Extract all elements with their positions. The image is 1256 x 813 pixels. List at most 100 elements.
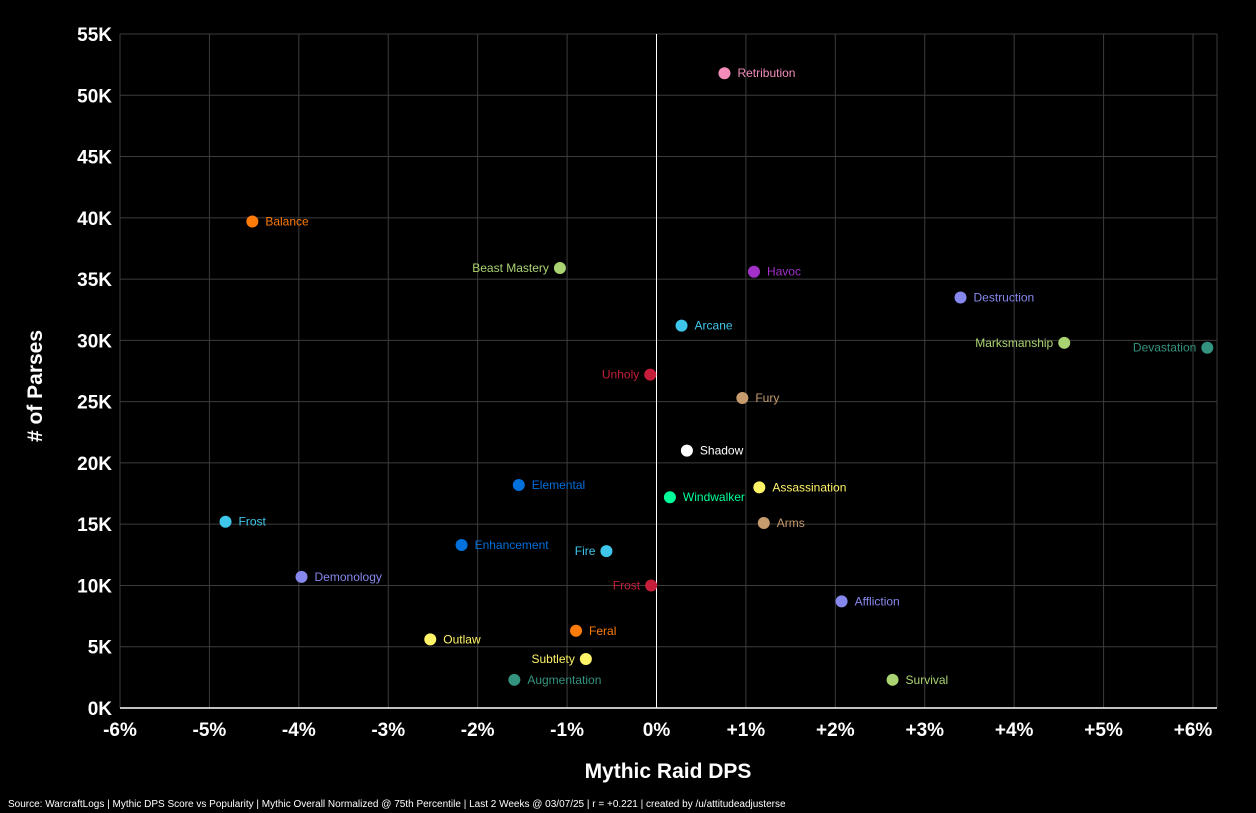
data-point: Windwalker — [663, 490, 745, 504]
data-point: Fire — [575, 544, 613, 558]
y-axis-title: # of Parses — [24, 330, 47, 442]
point-label: Destruction — [974, 290, 1035, 304]
point-marker — [1058, 336, 1071, 349]
data-point: Arcane — [675, 319, 733, 333]
data-point: Elemental — [512, 478, 585, 492]
point-label: Assassination — [772, 480, 846, 494]
y-tick-label: 45K — [77, 148, 112, 169]
point-marker — [757, 516, 770, 529]
point-marker — [753, 481, 766, 494]
point-label: Augmentation — [527, 673, 601, 687]
source-note: Source: WarcraftLogs | Mythic DPS Score … — [8, 799, 786, 810]
point-label: Outlaw — [443, 632, 481, 646]
point-marker — [455, 539, 468, 552]
point-marker — [570, 624, 583, 637]
y-tick-label: 0K — [88, 699, 113, 720]
point-marker — [736, 391, 749, 404]
x-tick-label: -4% — [282, 720, 316, 741]
point-marker — [954, 291, 967, 304]
point-marker — [1201, 341, 1214, 354]
data-point: Outlaw — [424, 632, 481, 646]
data-point: Fury — [736, 391, 779, 405]
x-tick-label: +1% — [727, 720, 766, 741]
x-axis-ticks: -6% -5% -4% -3% -2% -1% 0% +1% +2% +3% +4% +5% +6% — [103, 720, 1212, 741]
point-marker — [295, 570, 308, 583]
point-marker — [579, 652, 592, 665]
point-marker — [663, 491, 676, 504]
data-point: Subtlety — [532, 652, 592, 666]
x-tick-label: -5% — [193, 720, 227, 741]
point-marker — [675, 319, 688, 332]
point-marker — [886, 673, 899, 686]
y-tick-label: 10K — [77, 576, 112, 597]
data-point: Demonology — [295, 570, 382, 584]
data-point: Frost — [613, 578, 658, 592]
y-tick-label: 35K — [77, 270, 112, 291]
x-tick-label: -3% — [371, 720, 405, 741]
data-point: Frost — [219, 515, 267, 529]
data-point: Arms — [757, 516, 805, 530]
point-label: Feral — [589, 624, 616, 638]
y-tick-label: 30K — [77, 331, 112, 352]
y-tick-label: 40K — [77, 209, 112, 230]
data-point: Beast Mastery — [472, 261, 566, 275]
point-label: Affliction — [855, 594, 900, 608]
x-tick-label: +4% — [995, 720, 1034, 741]
point-label: Fire — [575, 544, 596, 558]
point-label: Elemental — [532, 478, 585, 492]
data-point: Marksmanship — [975, 336, 1071, 350]
point-label: Balance — [265, 214, 309, 228]
x-tick-label: +5% — [1084, 720, 1123, 741]
data-point: Survival — [886, 673, 949, 687]
data-point: Feral — [570, 624, 616, 638]
point-marker — [645, 579, 658, 592]
point-label: Arcane — [695, 319, 733, 333]
point-marker — [508, 673, 521, 686]
data-point: Assassination — [753, 480, 846, 494]
point-label: Retribution — [737, 66, 795, 80]
x-axis-title: Mythic Raid DPS — [585, 760, 752, 783]
data-point: Destruction — [954, 290, 1035, 304]
point-marker — [424, 633, 437, 646]
point-marker — [553, 262, 566, 275]
point-marker — [600, 545, 613, 558]
y-tick-label: 20K — [77, 454, 112, 475]
x-tick-label: -6% — [103, 720, 137, 741]
x-tick-label: +3% — [905, 720, 944, 741]
point-label: Devastation — [1133, 341, 1196, 355]
x-tick-label: +2% — [816, 720, 855, 741]
data-point: Unholy — [602, 368, 657, 382]
point-label: Frost — [239, 515, 267, 529]
y-tick-label: 15K — [77, 515, 112, 536]
point-marker — [512, 478, 525, 491]
grid-lines — [119, 33, 1218, 708]
point-label: Beast Mastery — [472, 261, 549, 275]
point-label: Havoc — [767, 265, 801, 279]
x-tick-label: -1% — [550, 720, 584, 741]
point-label: Enhancement — [475, 538, 550, 552]
point-label: Marksmanship — [975, 336, 1053, 350]
data-point: Augmentation — [508, 673, 601, 687]
point-label: Shadow — [700, 444, 744, 458]
y-tick-label: 50K — [77, 86, 112, 107]
point-label: Subtlety — [532, 652, 575, 666]
x-tick-label: -2% — [461, 720, 495, 741]
point-marker — [246, 215, 259, 228]
axes — [120, 34, 1217, 709]
x-tick-label: +6% — [1174, 720, 1213, 741]
point-label: Fury — [755, 391, 779, 405]
data-points: Retribution Balance Beast Mastery Havoc Dest… — [219, 66, 1214, 687]
point-label: Demonology — [315, 570, 382, 584]
y-axis-ticks: 0K 5K 10K 15K 20K 25K 30K 35K 40K 45K 50K 55K — [77, 25, 112, 720]
y-tick-label: 5K — [88, 638, 113, 659]
point-marker — [747, 265, 760, 278]
data-point: Enhancement — [455, 538, 550, 552]
data-point: Havoc — [747, 265, 801, 279]
y-tick-label: 55K — [77, 25, 112, 46]
point-label: Windwalker — [683, 490, 745, 504]
data-point: Affliction — [835, 594, 900, 608]
point-label: Arms — [777, 516, 805, 530]
point-label: Survival — [906, 673, 949, 687]
point-marker — [644, 368, 657, 381]
